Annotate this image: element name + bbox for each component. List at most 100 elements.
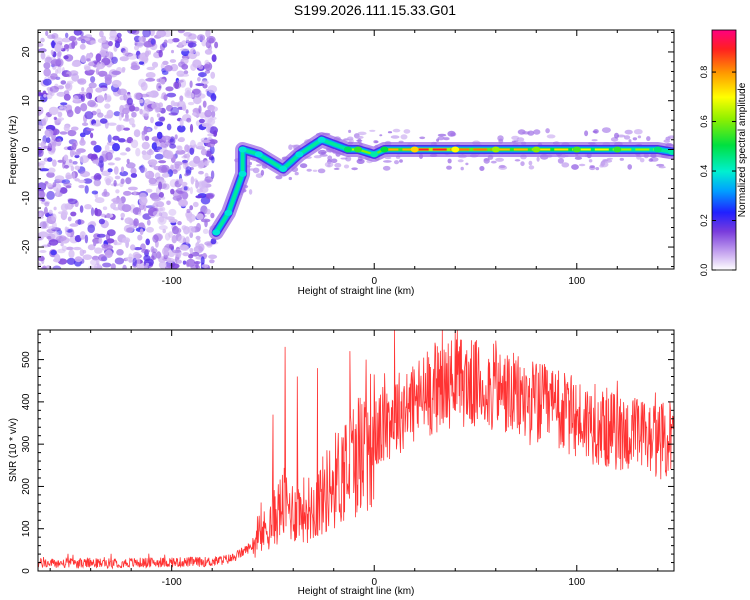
noise-blob (198, 72, 207, 78)
colorbar-ticks: 0.0 0.2 0.4 0.6 0.8 (699, 66, 736, 276)
noise-blob (39, 250, 47, 253)
ridge-segment (226, 172, 245, 215)
noise-blob (110, 263, 116, 269)
noise-blob (106, 51, 113, 58)
noise-blob (119, 170, 129, 177)
noise-blob (112, 143, 120, 152)
noise-blob (113, 242, 122, 246)
noise-blob (447, 158, 452, 164)
noise-blob (249, 168, 255, 171)
noise-blob (334, 162, 342, 168)
noise-blob (133, 218, 139, 227)
noise-blob (59, 105, 64, 110)
noise-blob (122, 264, 127, 269)
noise-blob (175, 149, 186, 155)
noise-blob (102, 262, 112, 268)
noise-blob (152, 234, 159, 243)
noise-blob (95, 53, 102, 62)
noise-blob (186, 213, 196, 222)
noise-blob (128, 253, 133, 261)
noise-blob (63, 154, 69, 161)
noise-blob (479, 166, 485, 171)
noise-blob (154, 125, 158, 130)
noise-blob (121, 237, 131, 244)
noise-blob (78, 179, 86, 184)
noise-blob (384, 156, 392, 160)
noise-blob (154, 200, 159, 205)
noise-blob (92, 159, 100, 164)
noise-blob (86, 128, 95, 132)
x-tick-label: 0 (371, 577, 377, 588)
noise-blob (64, 164, 69, 169)
noise-blob (133, 92, 142, 100)
noise-blob (107, 168, 113, 173)
noise-blob (43, 68, 51, 77)
noise-blob (104, 144, 110, 153)
noise-blob (114, 157, 121, 161)
noise-blob (79, 43, 86, 50)
noise-blob (67, 216, 72, 222)
y-tick-label: -20 (21, 239, 32, 254)
noise-blob (400, 134, 408, 140)
noise-blob (53, 206, 57, 211)
noise-blob (154, 153, 164, 160)
noise-blob (42, 78, 52, 86)
noise-blob (139, 108, 143, 115)
noise-blob (48, 209, 53, 215)
snr-xlabel: Height of straight line (km) (298, 586, 415, 597)
noise-blob (201, 80, 209, 85)
noise-blob (169, 138, 174, 143)
noise-blob (171, 235, 177, 244)
noise-blob (138, 99, 144, 104)
noise-blob (57, 65, 62, 74)
noise-blob (161, 172, 170, 178)
noise-blob (54, 43, 62, 53)
noise-blob (104, 175, 114, 183)
noise-blob (172, 169, 178, 175)
noise-blob (79, 155, 89, 164)
noise-blob (639, 158, 645, 163)
noise-blob (118, 112, 123, 121)
noise-blob (383, 160, 392, 163)
noise-blob (100, 44, 110, 49)
noise-blob (138, 61, 145, 65)
noise-blob (646, 136, 651, 142)
snr-ticks: -100 0 100 0 100 200 300 400 500 (21, 330, 674, 588)
noise-blob (170, 188, 175, 195)
noise-blob (90, 76, 96, 83)
noise-blob (80, 39, 86, 44)
noise-blob (94, 209, 102, 217)
noise-blob (130, 173, 138, 178)
noise-blob (57, 85, 65, 90)
noise-blob (125, 177, 132, 185)
noise-blob (91, 190, 99, 195)
noise-blob (211, 110, 216, 118)
plot-title: S199.2026.111.15.33.G01 (293, 2, 457, 18)
noise-blob (180, 181, 188, 187)
noise-blob (198, 170, 204, 175)
noise-blob (460, 166, 464, 171)
noise-blob (137, 234, 143, 241)
noise-blob (137, 211, 142, 216)
noise-blob (436, 138, 440, 142)
ridge-segment (319, 137, 350, 152)
noise-blob (74, 256, 83, 263)
noise-blob (166, 257, 175, 264)
ridge-segment (297, 137, 324, 157)
noise-blob (39, 191, 46, 198)
noise-blob (147, 128, 151, 132)
noise-blob (47, 236, 52, 240)
ridge-point (354, 146, 362, 153)
noise-blob (146, 66, 156, 71)
noise-blob (81, 87, 85, 92)
noise-blob (74, 154, 80, 159)
noise-blob (172, 226, 179, 235)
noise-blob (189, 123, 194, 133)
noise-blob (545, 128, 550, 134)
noise-blob (614, 132, 619, 139)
noise-blob (356, 158, 365, 164)
noise-blob (66, 232, 71, 238)
noise-blob (85, 92, 92, 99)
noise-blob (130, 244, 136, 251)
